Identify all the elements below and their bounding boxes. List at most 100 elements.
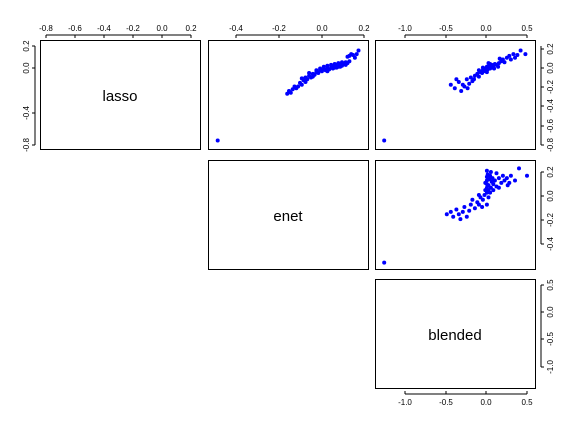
scatter-point bbox=[310, 74, 315, 79]
tick-label: -0.4 bbox=[97, 24, 111, 33]
scatter-point bbox=[511, 52, 516, 57]
axis-right-enet: -0.4 -0.2 0.0 0.2 bbox=[540, 166, 555, 251]
tick-label: 0.0 bbox=[22, 62, 31, 74]
tick-label: -0.2 bbox=[272, 24, 286, 33]
tick-label: -0.5 bbox=[439, 24, 453, 33]
scatter-point bbox=[488, 170, 493, 174]
scatter-point bbox=[507, 53, 512, 58]
scatter-point bbox=[444, 212, 449, 217]
scatter-point bbox=[476, 193, 481, 197]
axis-top-blended: -1.0 -0.5 0.0 0.5 bbox=[398, 24, 533, 38]
scatter-point bbox=[486, 61, 491, 66]
tick-label: 0.0 bbox=[156, 24, 168, 33]
scatter-point bbox=[508, 173, 513, 178]
scatter-point bbox=[467, 208, 472, 213]
scatter-point bbox=[515, 53, 520, 57]
scatter-points-layer bbox=[215, 48, 529, 265]
scatter-point bbox=[352, 55, 357, 60]
scatter-point bbox=[484, 168, 489, 173]
tick-label: -0.8 bbox=[546, 138, 555, 152]
tick-label: 0.0 bbox=[480, 398, 492, 407]
scatter-point bbox=[483, 180, 488, 185]
axis-right-blended: -1.0 -0.5 0.0 0.5 bbox=[540, 279, 555, 374]
tick-label: -0.8 bbox=[22, 138, 31, 152]
panel-frame-lasso-blended bbox=[375, 40, 536, 150]
scatter-point bbox=[465, 86, 470, 91]
scatter-point bbox=[502, 60, 507, 65]
scatter-point bbox=[318, 66, 323, 71]
scatter-point bbox=[476, 202, 481, 207]
scatter-point bbox=[476, 68, 481, 73]
scatter-point bbox=[505, 183, 510, 188]
tick-label: -0.4 bbox=[546, 237, 555, 251]
panel-frame-lasso-enet bbox=[208, 40, 369, 150]
scatter-point bbox=[456, 80, 461, 84]
scatter-point bbox=[325, 69, 330, 74]
tick-label: -0.6 bbox=[546, 119, 555, 133]
scatter-point bbox=[497, 56, 502, 61]
scatter-point bbox=[525, 173, 529, 178]
scatter-point bbox=[480, 197, 485, 202]
scatter-point bbox=[299, 82, 304, 87]
tick-label: 0.2 bbox=[22, 40, 31, 52]
scatter-point bbox=[513, 178, 517, 183]
scatter-point bbox=[460, 82, 465, 87]
scatter-point bbox=[518, 48, 523, 53]
scatter-point bbox=[499, 180, 504, 185]
scatter-point bbox=[332, 62, 337, 66]
scatter-point bbox=[454, 207, 459, 212]
scatter-point bbox=[314, 68, 319, 73]
scatter-point bbox=[448, 209, 453, 214]
scatter-point bbox=[508, 57, 513, 62]
axis-bottom-blended: -1.0 -0.5 0.0 0.5 bbox=[398, 391, 533, 407]
scatter-point bbox=[472, 206, 477, 211]
tick-label: 0.2 bbox=[546, 43, 555, 55]
tick-label: -0.5 bbox=[439, 398, 453, 407]
scatter-point bbox=[460, 209, 465, 214]
scatter-point bbox=[215, 138, 220, 143]
tick-label: 0.0 bbox=[546, 190, 555, 202]
panel-frame-enet-blended bbox=[375, 160, 536, 270]
scatter-point bbox=[470, 197, 475, 202]
scatter-point bbox=[329, 62, 334, 67]
scatter-point bbox=[336, 61, 341, 66]
tick-label: -0.8 bbox=[39, 24, 53, 33]
scatter-point bbox=[480, 205, 485, 209]
scatter-point bbox=[491, 188, 496, 193]
axis-top-lasso: -0.8 -0.6 -0.4 -0.2 0.0 0.2 bbox=[39, 24, 197, 38]
scatter-point bbox=[452, 86, 457, 91]
panel-frame-enet-diag bbox=[208, 160, 369, 270]
scatter-point bbox=[496, 64, 501, 69]
axis-right-lasso: -0.8 -0.6 -0.4 -0.2 0.0 0.2 bbox=[540, 43, 555, 152]
scatter-point bbox=[468, 75, 473, 80]
scatter-point bbox=[467, 81, 472, 86]
scatter-point bbox=[504, 176, 509, 181]
axis-left-lasso: -0.8 -0.4 0.0 0.2 bbox=[22, 40, 36, 152]
tick-label: 0.2 bbox=[358, 24, 370, 33]
scatter-point bbox=[488, 190, 493, 195]
tick-label: -0.6 bbox=[68, 24, 82, 33]
scatter-point bbox=[484, 202, 489, 207]
tick-label: 0.5 bbox=[521, 398, 533, 407]
tick-label: -0.2 bbox=[126, 24, 140, 33]
scatter-point bbox=[354, 52, 359, 57]
scatter-point bbox=[451, 214, 456, 219]
scatter-point bbox=[458, 217, 463, 222]
scatter-point bbox=[486, 195, 491, 200]
scatter-point bbox=[347, 59, 352, 64]
scatter-point bbox=[448, 82, 453, 87]
scatter-point bbox=[492, 66, 497, 71]
scatter-point bbox=[325, 63, 330, 68]
panel-frame-lasso-diag bbox=[40, 40, 201, 150]
scatter-point bbox=[468, 202, 473, 207]
scatter-point bbox=[464, 77, 469, 82]
scatter-point bbox=[476, 74, 481, 79]
scatter-point bbox=[305, 77, 310, 82]
scatter-point bbox=[484, 70, 489, 75]
tick-label: -0.2 bbox=[546, 80, 555, 94]
tick-label: 0.5 bbox=[521, 24, 533, 33]
scatter-point bbox=[321, 64, 326, 69]
scatter-point bbox=[462, 205, 467, 209]
scatter-point bbox=[288, 90, 293, 95]
scatter-point bbox=[494, 171, 499, 176]
